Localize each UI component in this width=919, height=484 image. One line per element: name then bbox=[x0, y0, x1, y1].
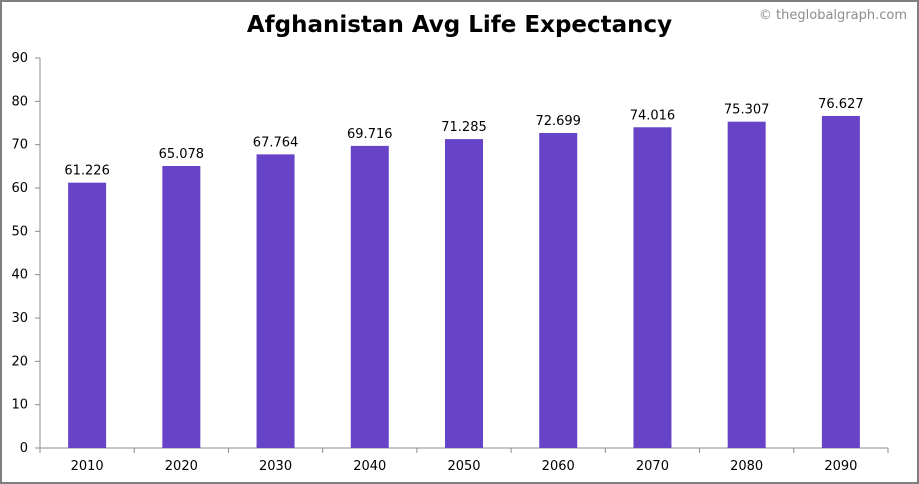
data-label-2080: 75.307 bbox=[724, 103, 770, 118]
data-label-2050: 71.285 bbox=[441, 120, 487, 135]
y-tick-label: 60 bbox=[11, 181, 28, 196]
data-label-2090: 76.627 bbox=[818, 97, 864, 112]
y-axis-group: 0 10 20 30 40 50 60 70 80 90 bbox=[11, 51, 41, 456]
bar-2040 bbox=[350, 145, 389, 448]
data-label-2030: 67.764 bbox=[253, 135, 299, 150]
x-tick-label-2040: 2040 bbox=[353, 459, 386, 474]
x-tick-label-2020: 2020 bbox=[165, 459, 198, 474]
x-tick-label-2010: 2010 bbox=[71, 459, 104, 474]
x-tick-label-2030: 2030 bbox=[259, 459, 292, 474]
bar-2060 bbox=[539, 132, 578, 448]
bar-2020 bbox=[162, 165, 201, 448]
bar-2070 bbox=[633, 127, 672, 448]
bar-2010 bbox=[68, 182, 107, 449]
x-tick-label-2060: 2060 bbox=[542, 459, 575, 474]
data-label-2020: 65.078 bbox=[159, 147, 205, 162]
chart-title: Afghanistan Avg Life Expectancy bbox=[246, 12, 673, 38]
bar-2030 bbox=[256, 154, 295, 448]
y-tick-label: 0 bbox=[20, 441, 28, 456]
y-tick-label: 50 bbox=[11, 224, 28, 239]
x-axis-group: 2010 2020 2030 2040 2050 2060 2070 2080 2090 bbox=[39, 447, 889, 474]
data-label-2040: 69.716 bbox=[347, 127, 393, 142]
y-tick-label: 90 bbox=[11, 51, 28, 66]
data-label-2010: 61.226 bbox=[64, 164, 110, 179]
bars-group bbox=[68, 115, 860, 449]
data-label-2070: 74.016 bbox=[630, 108, 676, 123]
x-tick-label-2090: 2090 bbox=[824, 459, 857, 474]
data-labels-group: 61.226 65.078 67.764 69.716 71.285 72.699 74.0… bbox=[64, 97, 863, 179]
watermark: © theglobalgraph.com bbox=[758, 8, 907, 23]
bar-2080 bbox=[727, 121, 766, 448]
x-tick-label-2080: 2080 bbox=[730, 459, 763, 474]
x-tick-label-2050: 2050 bbox=[447, 459, 480, 474]
y-tick-label: 20 bbox=[11, 354, 28, 369]
data-label-2060: 72.699 bbox=[535, 114, 581, 129]
x-tick-label-2070: 2070 bbox=[636, 459, 669, 474]
y-tick-label: 80 bbox=[11, 94, 28, 109]
y-tick-label: 40 bbox=[11, 268, 28, 283]
y-tick-label: 10 bbox=[11, 398, 28, 413]
bar-2090 bbox=[821, 115, 860, 448]
bar-2050 bbox=[445, 139, 483, 448]
y-tick-label: 70 bbox=[11, 138, 28, 153]
y-tick-label: 30 bbox=[11, 311, 28, 326]
